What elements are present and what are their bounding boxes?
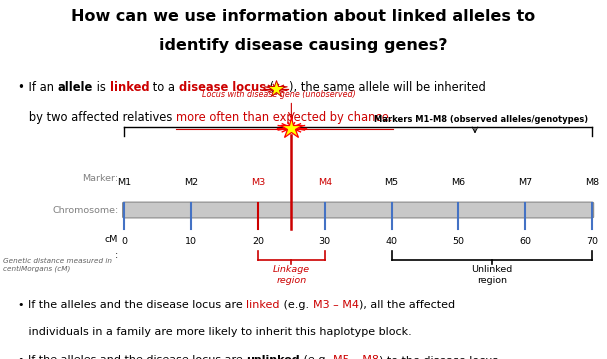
Text: 20: 20 <box>252 237 264 246</box>
FancyBboxPatch shape <box>123 202 594 218</box>
Text: Unlinked
region: Unlinked region <box>471 265 512 285</box>
Text: M4: M4 <box>317 178 332 187</box>
Text: • If the alleles and the disease locus are: • If the alleles and the disease locus a… <box>18 355 246 359</box>
Text: 70: 70 <box>586 237 598 246</box>
Text: Chromosome:: Chromosome: <box>52 205 118 215</box>
Text: • If an: • If an <box>18 81 58 94</box>
Text: M7: M7 <box>518 178 532 187</box>
Text: linked: linked <box>246 300 280 310</box>
Text: Markers M1-M8 (observed alleles/genotypes): Markers M1-M8 (observed alleles/genotype… <box>374 115 588 124</box>
Text: ), the same allele will be inherited: ), the same allele will be inherited <box>290 81 486 94</box>
Text: • If the alleles and the disease locus are: • If the alleles and the disease locus a… <box>18 300 246 310</box>
Text: linked: linked <box>110 81 149 94</box>
Text: 30: 30 <box>319 237 331 246</box>
Text: Linkage
region: Linkage region <box>273 265 310 285</box>
Text: M5 – M8: M5 – M8 <box>333 355 379 359</box>
Text: 60: 60 <box>519 237 531 246</box>
Text: (e.g.: (e.g. <box>280 300 313 310</box>
Text: individuals in a family are more likely to inherit this haplotype block.: individuals in a family are more likely … <box>18 327 412 337</box>
Text: is: is <box>93 81 110 94</box>
Text: :: : <box>115 251 118 260</box>
Text: Marker:: Marker: <box>82 174 118 183</box>
Text: unlinked: unlinked <box>246 355 300 359</box>
Text: (: ( <box>266 81 274 94</box>
Text: How can we use information about linked alleles to: How can we use information about linked … <box>72 9 535 24</box>
Text: M5: M5 <box>384 178 399 187</box>
Text: identify disease causing genes?: identify disease causing genes? <box>159 38 448 53</box>
Text: (e.g.: (e.g. <box>300 355 333 359</box>
Text: M1: M1 <box>117 178 132 187</box>
Text: ), all the affected: ), all the affected <box>359 300 455 310</box>
Text: disease locus: disease locus <box>179 81 266 94</box>
Text: ) to the disease locus,: ) to the disease locus, <box>379 355 501 359</box>
Text: by two affected relatives: by two affected relatives <box>18 111 176 124</box>
Text: 0: 0 <box>121 237 127 246</box>
Text: 50: 50 <box>452 237 464 246</box>
Text: M2: M2 <box>184 178 198 187</box>
Text: 10: 10 <box>185 237 197 246</box>
Text: M8: M8 <box>585 178 599 187</box>
Text: 40: 40 <box>385 237 398 246</box>
Text: to a: to a <box>149 81 179 94</box>
Text: allele: allele <box>58 81 93 94</box>
Text: cM: cM <box>105 235 118 244</box>
Text: Genetic distance measured in
centiMorgans (cM): Genetic distance measured in centiMorgan… <box>3 258 112 272</box>
Text: M3 – M4: M3 – M4 <box>313 300 359 310</box>
Text: M3: M3 <box>251 178 265 187</box>
Text: more often than expected by chance.: more often than expected by chance. <box>176 111 393 124</box>
Text: M6: M6 <box>451 178 466 187</box>
Text: Locus with disease gene (unobserved): Locus with disease gene (unobserved) <box>202 90 356 99</box>
